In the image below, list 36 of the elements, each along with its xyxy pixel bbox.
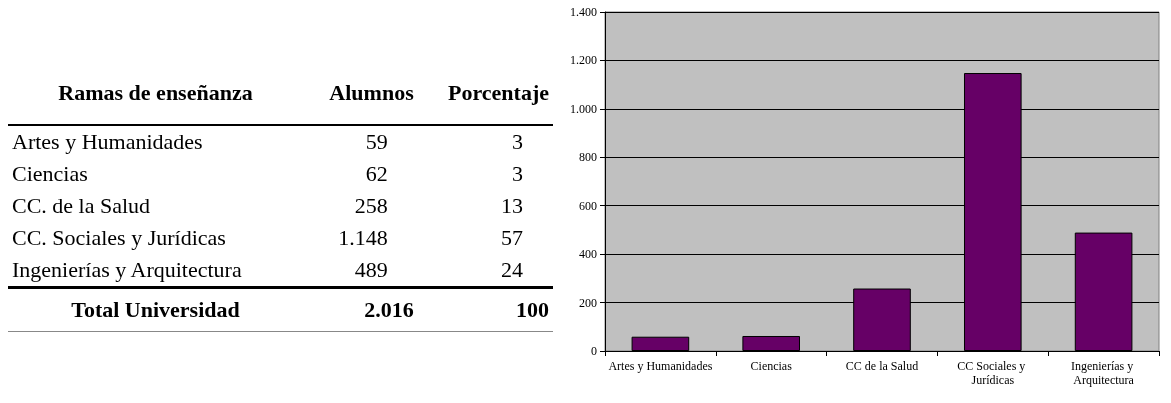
y-tick-label: 400 (579, 247, 597, 262)
category-label: CC. de la Salud (11, 192, 152, 220)
x-tick-label: Ingenierías y Arquitectura (1070, 359, 1137, 387)
category-label: Artes y Humanidades (11, 128, 204, 156)
data-label: 258 (353, 192, 389, 220)
y-tick-label: 1.200 (570, 53, 597, 68)
data-label: 100 (417, 287, 553, 332)
data-label: 59 (364, 128, 389, 156)
category-label: CC. Sociales y Jurídicas (11, 224, 227, 252)
bar (742, 335, 801, 351)
data-label: 24 (500, 256, 524, 284)
category-label: Ingenierías y Arquitectura (11, 256, 243, 284)
y-tick-label: 600 (579, 198, 597, 213)
y-tick-label: 0 (591, 344, 597, 358)
data-label: 2.016 (303, 287, 418, 332)
category-label: Ciencias (11, 160, 89, 188)
data-label: 489 (353, 256, 389, 284)
x-tick-label: CC de la Salud (845, 359, 919, 373)
data-label: 62 (364, 160, 389, 188)
bar (631, 336, 690, 351)
y-tick-label: 1.400 (570, 5, 597, 19)
y-tick-label: 1.000 (570, 101, 597, 116)
text: Ramas de enseñanza (8, 60, 304, 125)
data-label: 13 (500, 192, 524, 220)
y-tick-label: 800 (579, 150, 597, 165)
x-tick-label: CC Sociales y Jurídicas (957, 359, 1029, 387)
x-tick-label: Artes y Humanidades (608, 359, 713, 373)
y-tick-label: 200 (579, 295, 597, 310)
text: Alumnos (303, 60, 418, 125)
data-label: 3 (511, 128, 524, 156)
x-tick-label: Ciencias (750, 359, 793, 373)
data-label: 3 (511, 160, 524, 188)
data-label: 1.148 (337, 224, 389, 252)
text: Porcentaje (417, 60, 553, 125)
data-label: 57 (500, 224, 524, 252)
category-label: Total Universidad (8, 287, 304, 332)
